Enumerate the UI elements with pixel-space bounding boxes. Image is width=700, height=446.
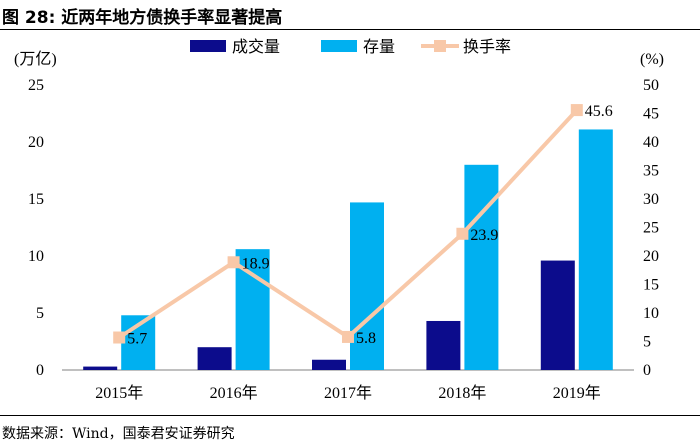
right-tick-label: 20 (643, 248, 659, 265)
left-tick-label: 15 (28, 191, 44, 208)
source-note: 数据来源：Wind，国泰君安证券研究 (2, 426, 235, 442)
figure-title: 图 28: 近两年地方债换手率显著提高 (2, 8, 283, 28)
figure-title-bar: 图 28: 近两年地方债换手率显著提高 (0, 0, 700, 30)
x-category-label: 2015年 (95, 384, 143, 402)
left-y-axis: 0 5 10 15 20 25 (28, 77, 44, 379)
x-axis-categories: 2015年 2016年 2017年 2018年 2019年 (95, 384, 601, 402)
turnover-data-label: 23.9 (470, 227, 498, 244)
bar-stock (464, 164, 499, 370)
turnover-point (342, 330, 354, 343)
turnover-data-label: 5.7 (127, 331, 147, 348)
turnover-data-label: 45.6 (585, 103, 613, 120)
bar-volume (426, 320, 461, 370)
x-category-label: 2018年 (438, 384, 486, 402)
legend-label-volume: 成交量 (232, 37, 280, 56)
turnover-point (113, 331, 126, 344)
left-tick-label: 20 (28, 134, 44, 151)
legend-label-stock: 存量 (363, 37, 395, 56)
bar-stock (350, 202, 384, 370)
source-bar: 数据来源：Wind，国泰君安证券研究 (0, 415, 700, 446)
left-axis-unit: (万亿) (14, 50, 57, 68)
bar-volume (312, 359, 346, 370)
legend-swatch-stock (321, 40, 357, 52)
left-tick-label: 5 (36, 305, 44, 322)
right-tick-label: 25 (643, 220, 659, 237)
right-tick-label: 35 (643, 163, 659, 180)
bar-volume (540, 260, 575, 370)
right-tick-label: 0 (643, 362, 651, 379)
turnover-data-label: 18.9 (242, 255, 270, 272)
legend-swatch-turnover-marker (434, 40, 446, 52)
right-y-axis: 0 5 10 15 20 25 30 35 40 45 50 (643, 77, 659, 379)
right-axis-unit: (%) (640, 51, 664, 68)
legend-swatch-volume (190, 40, 226, 52)
right-tick-label: 10 (643, 305, 659, 322)
x-category-label: 2019年 (553, 384, 601, 402)
x-category-label: 2017年 (324, 384, 372, 402)
right-tick-label: 5 (643, 334, 651, 351)
right-tick-label: 15 (643, 277, 659, 294)
bar-series (83, 129, 613, 370)
x-category-label: 2016年 (210, 384, 258, 402)
right-tick-label: 45 (643, 106, 659, 123)
right-tick-label: 50 (643, 77, 659, 94)
turnover-data-label: 5.8 (356, 330, 376, 347)
legend-label-turnover: 换手率 (463, 37, 511, 56)
bar-stock (578, 129, 613, 370)
right-tick-label: 30 (643, 191, 659, 208)
turnover-point (570, 104, 583, 117)
turnover-line (118, 108, 579, 340)
left-tick-label: 10 (28, 248, 44, 265)
bar-volume (197, 347, 232, 370)
turnover-point (227, 256, 240, 269)
left-tick-label: 25 (28, 77, 44, 94)
right-tick-label: 40 (643, 134, 659, 151)
left-tick-label: 0 (36, 362, 44, 379)
legend: 成交量 存量 换手率 (190, 37, 511, 56)
bar-volume (83, 366, 118, 370)
turnover-point (456, 227, 469, 240)
turnover-line-series: 5.7 18.9 5.8 23.9 45.6 (113, 103, 613, 348)
